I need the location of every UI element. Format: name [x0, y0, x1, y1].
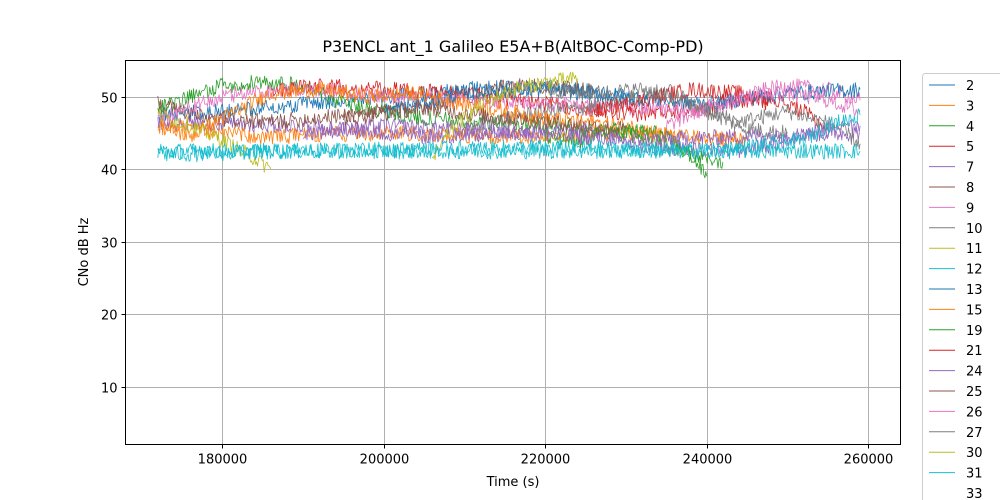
legend-label-19: 19: [966, 324, 983, 339]
legend-label-2: 2: [966, 79, 974, 94]
legend-label-12: 12: [966, 263, 983, 278]
series-line-13: [383, 81, 861, 118]
series-line-15: [157, 81, 675, 143]
legend-label-15: 15: [966, 303, 983, 318]
legend-label-25: 25: [966, 385, 983, 400]
y-tick-label: 30: [101, 237, 118, 252]
y-tick-label: 20: [101, 309, 118, 324]
series-line-31: [157, 108, 861, 163]
y-tick-label: 40: [101, 164, 118, 179]
legend-label-31: 31: [966, 467, 983, 482]
series-line-26: [666, 85, 861, 130]
series-line-27: [544, 82, 861, 150]
legend-label-21: 21: [966, 344, 983, 359]
series-line-12: [157, 142, 861, 160]
series-lines: [157, 71, 861, 179]
legend-label-10: 10: [966, 222, 983, 237]
legend-label-27: 27: [966, 426, 983, 441]
legend-label-7: 7: [966, 161, 974, 176]
series-line-11: [157, 108, 272, 173]
x-tick-label: 200000: [360, 453, 410, 468]
legend-label-24: 24: [966, 365, 983, 380]
x-tick-label: 180000: [198, 453, 248, 468]
x-tick-label: 240000: [683, 453, 733, 468]
y-axis-label: CNo dB Hz: [77, 217, 92, 286]
legend-label-4: 4: [966, 120, 974, 135]
series-line-30: [431, 71, 578, 161]
y-tick-label: 50: [101, 92, 118, 107]
legend-box: [922, 73, 1000, 500]
legend-label-9: 9: [966, 201, 974, 216]
series-line-25: [343, 101, 627, 135]
chart-title: P3ENCL ant_1 Galileo E5A+B(AltBOC-Comp-P…: [322, 37, 703, 57]
x-tick-label: 260000: [844, 453, 894, 468]
legend-label-13: 13: [966, 283, 983, 298]
series-line-24: [302, 117, 861, 147]
y-tick-label: 10: [101, 382, 118, 397]
x-axis-label: Time (s): [486, 475, 540, 490]
legend: 2 3 4 5 7 8 9 10 11 12 13 15 19 21 24 25 26 27 30 31 33: [922, 73, 1000, 500]
legend-label-5: 5: [966, 140, 974, 155]
legend-label-overflow: 33: [966, 487, 983, 500]
legend-label-8: 8: [966, 181, 974, 196]
plot-frame: [125, 60, 901, 445]
x-ticks: 180000 200000 220000 240000 260000: [198, 444, 894, 468]
legend-label-26: 26: [966, 405, 983, 420]
x-tick-label: 220000: [521, 453, 571, 468]
legend-label-30: 30: [966, 446, 983, 461]
legend-label-3: 3: [966, 99, 974, 114]
y-ticks: 10 20 30 40 50: [101, 92, 126, 397]
legend-label-11: 11: [966, 242, 983, 257]
